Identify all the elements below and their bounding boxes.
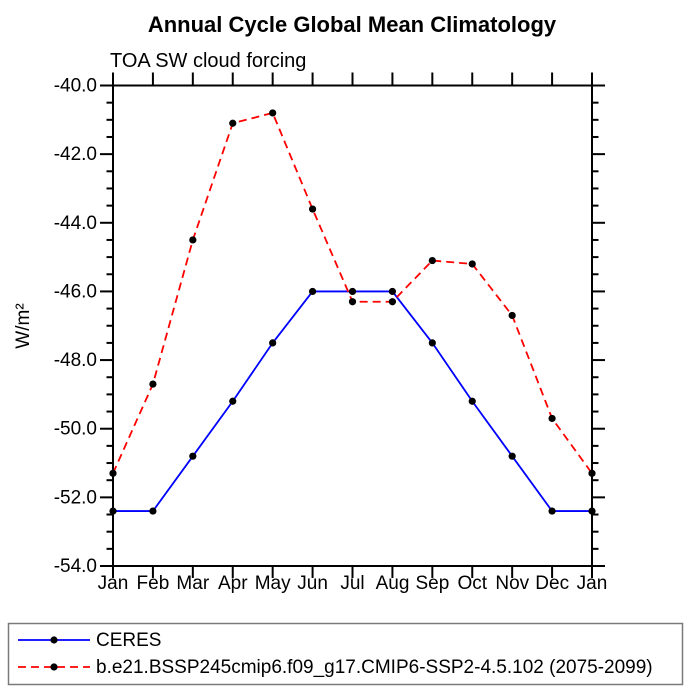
y-axis-label: W/m² <box>13 303 34 348</box>
y-tick-label: -52.0 <box>54 487 97 508</box>
legend-marker-dot <box>50 663 58 671</box>
y-tick-label: -48.0 <box>54 350 97 371</box>
y-tick-label: -50.0 <box>54 419 97 440</box>
x-tick-label: Apr <box>218 573 248 594</box>
x-tick-label: Nov <box>495 573 529 594</box>
plot-frame <box>112 84 593 567</box>
y-tick-labels: -40.0 -42.0 -44.0 -46.0 -48.0 -50.0 -52.… <box>54 76 97 578</box>
x-tick-label: Jan <box>98 573 129 594</box>
x-tick-label: Aug <box>376 573 410 594</box>
x-tick-label: Jun <box>297 573 328 594</box>
chart-title: Annual Cycle Global Mean Climatology <box>148 12 557 37</box>
x-tick-label: Jan <box>577 573 608 594</box>
legend-marker-dot <box>50 636 58 644</box>
data-series <box>109 109 596 515</box>
legend-item-model: b.e21.BSSP245cmip6.f09_g17.CMIP6-SSP2-4.… <box>18 657 653 678</box>
axis-ticks <box>100 72 605 578</box>
x-tick-label: Mar <box>176 573 209 594</box>
legend-box: CERES b.e21.BSSP245cmip6.f09_g17.CMIP6-S… <box>7 622 684 686</box>
y-tick-label: -44.0 <box>54 213 97 234</box>
chart-subtitle: TOA SW cloud forcing <box>110 50 306 72</box>
y-tick-label: -54.0 <box>54 556 97 577</box>
x-tick-labels: Jan Feb Mar Apr May Jun Jul Aug Sep Oct … <box>98 573 608 594</box>
legend-label-model: b.e21.BSSP245cmip6.f09_g17.CMIP6-SSP2-4.… <box>96 657 653 678</box>
legend-item-ceres: CERES <box>18 630 161 651</box>
y-tick-label: -46.0 <box>54 281 97 302</box>
y-tick-label: -40.0 <box>54 76 97 97</box>
x-tick-label: Jul <box>340 573 364 594</box>
legend-label-ceres: CERES <box>96 630 161 651</box>
x-tick-label: Sep <box>415 573 449 594</box>
legend-border <box>7 622 684 686</box>
y-tick-label: -42.0 <box>54 144 97 165</box>
x-tick-label: May <box>255 573 291 594</box>
x-tick-label: Oct <box>458 573 488 594</box>
x-tick-label: Feb <box>137 573 170 594</box>
x-tick-label: Dec <box>535 573 569 594</box>
